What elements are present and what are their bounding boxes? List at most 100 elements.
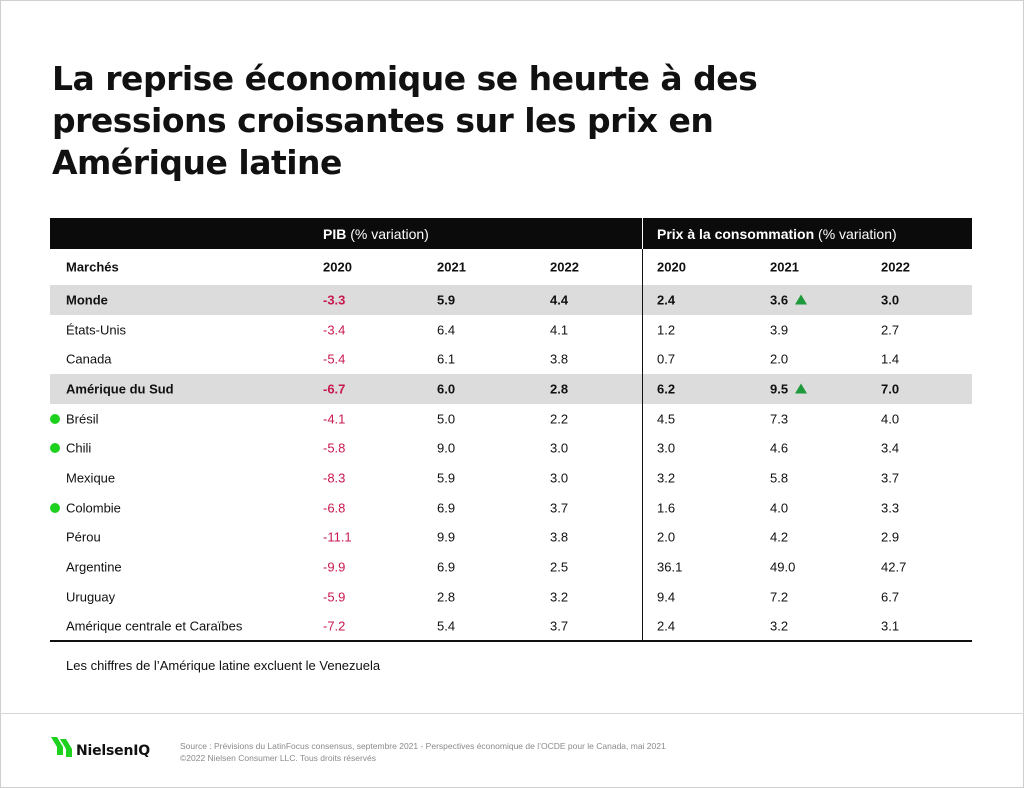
- cpi-value-cell: 1.4: [881, 352, 899, 367]
- market-cell: Amérique du Sud: [66, 381, 174, 397]
- cpi-value: 3.6: [770, 292, 789, 308]
- copyright-line: ©2022 Nielsen Consumer LLC. Tous droits …: [180, 753, 377, 763]
- gdp-value-cell: 6.0: [437, 381, 456, 397]
- table-row: Brésil -4.1 5.0 2.2 4.5 7.3 4.0: [50, 404, 972, 434]
- gdp-value-cell: 3.8: [550, 529, 569, 545]
- cpi-group-unit: (% variation): [814, 226, 897, 242]
- nielseniq-logo-icon: [51, 737, 72, 757]
- cpi-value: 4.6: [770, 440, 789, 456]
- cpi-value-cell: 4.0: [770, 500, 788, 515]
- gdp-value-cell: -3.3: [323, 292, 346, 308]
- market-cell: Argentine: [66, 559, 122, 575]
- cpi-value: 2.0: [657, 529, 676, 545]
- footer-divider: [0, 713, 1024, 714]
- cpi-value: 1.4: [881, 351, 900, 367]
- cpi-value: 3.7: [881, 470, 900, 486]
- market-column-header: Marchés: [66, 259, 119, 275]
- cpi-value: 42.7: [881, 559, 907, 575]
- source-line: Source : Prévisions du LatinFocus consen…: [180, 741, 666, 751]
- cpi-value: 4.0: [770, 500, 789, 516]
- gdp-value-cell: 9.0: [437, 440, 456, 456]
- gdp-value-cell: 2.5: [550, 559, 569, 575]
- market-cell: Amérique centrale et Caraïbes: [66, 618, 243, 634]
- gdp-value-cell: -7.2: [323, 618, 346, 634]
- cpi-value-cell: 1.6: [657, 500, 675, 515]
- cpi-value: 3.2: [770, 618, 789, 634]
- cpi-value-cell: 49.0: [770, 560, 795, 575]
- cpi-value-cell: 3.9: [770, 322, 788, 337]
- cpi-value-cell: 3.0: [657, 441, 675, 456]
- gdp-value-cell: 3.7: [550, 500, 569, 516]
- cpi-value: 36.1: [657, 559, 683, 575]
- market-cell: États-Unis: [66, 322, 126, 338]
- cpi-2020-header: 2020: [657, 259, 686, 275]
- gdp-value-cell: 5.9: [437, 292, 456, 308]
- gdp-group-header: PIB (% variation): [323, 226, 429, 242]
- cpi-value-cell: 4.2: [770, 530, 788, 545]
- gdp-value-cell: -5.4: [323, 351, 346, 367]
- gdp-value-cell: 3.2: [550, 589, 569, 605]
- cpi-value-cell: 3.0: [881, 292, 899, 307]
- cpi-value-cell: 36.1: [657, 560, 682, 575]
- cpi-value: 3.0: [881, 292, 900, 308]
- cpi-value-cell: 0.7: [657, 352, 675, 367]
- gdp-value-cell: 3.8: [550, 351, 569, 367]
- cpi-value: 4.0: [881, 411, 900, 427]
- table-row: Uruguay -5.9 2.8 3.2 9.4 7.2 6.7: [50, 582, 972, 612]
- market-cell: Chili: [66, 440, 92, 456]
- cpi-value-cell: 7.0: [881, 381, 899, 396]
- up-arrow-icon: [795, 383, 808, 394]
- market-cell: Pérou: [66, 529, 101, 545]
- cpi-value-cell: 7.2: [770, 589, 788, 604]
- gdp-value-cell: 3.7: [550, 618, 569, 634]
- gdp-value-cell: 6.9: [437, 559, 456, 575]
- gdp-2021-header: 2021: [437, 259, 466, 275]
- gdp-value-cell: 5.4: [437, 618, 456, 634]
- cpi-value: 7.0: [881, 381, 900, 397]
- cpi-value: 49.0: [770, 559, 796, 575]
- cpi-value-cell: 1.2: [657, 322, 675, 337]
- page-title: La reprise économique se heurte à des pr…: [52, 58, 952, 184]
- market-cell: Brésil: [66, 411, 99, 427]
- title-line-3: Amérique latine: [52, 143, 342, 182]
- cpi-value: 3.9: [770, 322, 789, 338]
- table-row: Mexique -8.3 5.9 3.0 3.2 5.8 3.7: [50, 463, 972, 493]
- cpi-value-cell: 3.2: [770, 619, 788, 634]
- table-row: Colombie -6.8 6.9 3.7 1.6 4.0 3.3: [50, 493, 972, 523]
- gdp-value-cell: -9.9: [323, 559, 346, 575]
- gdp-value-cell: 2.8: [437, 589, 456, 605]
- gdp-value-cell: 2.8: [550, 381, 569, 397]
- cpi-value: 3.4: [881, 440, 900, 456]
- cpi-value: 7.3: [770, 411, 789, 427]
- table-row: Amérique du Sud -6.7 6.0 2.8 6.2 9.5 7.0: [50, 374, 972, 404]
- cpi-value-cell: 5.8: [770, 470, 788, 485]
- market-cell: Colombie: [66, 500, 121, 516]
- gdp-value-cell: -5.8: [323, 440, 346, 456]
- cpi-value-cell: 2.4: [657, 619, 675, 634]
- gdp-value-cell: 6.1: [437, 351, 456, 367]
- cpi-value-cell: 2.0: [770, 352, 788, 367]
- gdp-value-cell: 5.9: [437, 470, 456, 486]
- cpi-value: 3.0: [657, 440, 676, 456]
- cpi-value-cell: 3.2: [657, 470, 675, 485]
- table-row: Argentine -9.9 6.9 2.5 36.1 49.0 42.7: [50, 552, 972, 582]
- market-cell: Canada: [66, 351, 112, 367]
- group-header-bar: PIB (% variation) Prix à la consommation…: [50, 218, 972, 249]
- table-row: Monde -3.3 5.9 4.4 2.4 3.6 3.0: [50, 285, 972, 315]
- cpi-value-cell: 9.4: [657, 589, 675, 604]
- gdp-value-cell: 4.4: [550, 292, 569, 308]
- header-divider: [642, 218, 643, 249]
- cpi-value: 2.9: [881, 529, 900, 545]
- cpi-value: 2.4: [657, 618, 676, 634]
- cpi-value-cell: 6.7: [881, 589, 899, 604]
- cpi-value: 2.7: [881, 322, 900, 338]
- cpi-value-cell: 4.6: [770, 441, 788, 456]
- cpi-value: 0.7: [657, 351, 676, 367]
- cpi-value: 7.2: [770, 589, 789, 605]
- cpi-value: 3.2: [657, 470, 676, 486]
- cpi-value-cell: 3.6: [770, 292, 808, 308]
- cpi-value-cell: 2.7: [881, 322, 899, 337]
- brand-name: NielsenIQ: [76, 743, 150, 759]
- gdp-value-cell: 5.0: [437, 411, 456, 427]
- cpi-value: 4.5: [657, 411, 676, 427]
